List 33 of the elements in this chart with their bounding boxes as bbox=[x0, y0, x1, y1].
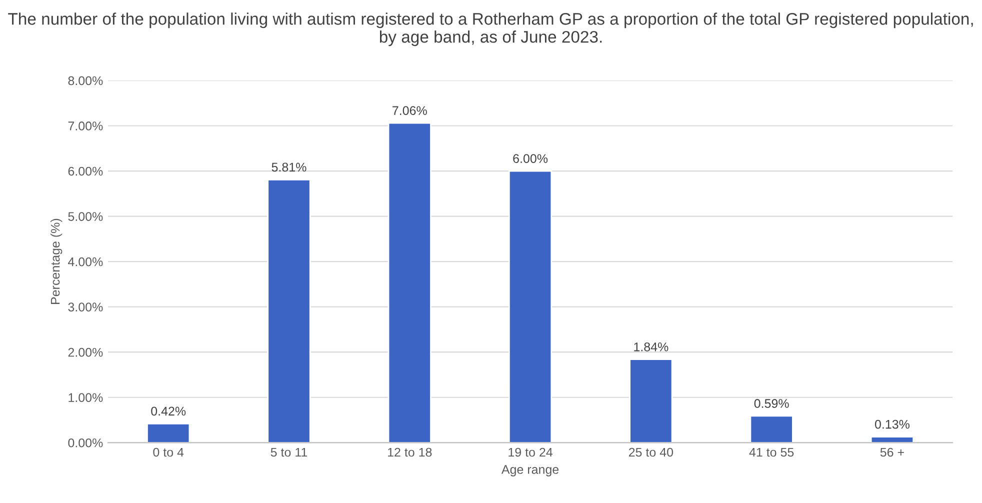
x-axis-title: Age range bbox=[501, 465, 559, 476]
x-tick-label: 19 to 24 bbox=[508, 448, 553, 457]
bar bbox=[146, 422, 190, 443]
data-label: 7.06% bbox=[392, 106, 427, 116]
bar bbox=[629, 358, 673, 443]
y-tick-label: 5.00% bbox=[68, 212, 103, 221]
y-tick-label: 0.00% bbox=[68, 438, 103, 448]
bar bbox=[388, 122, 432, 443]
x-tick-label: 0 to 4 bbox=[153, 448, 184, 457]
y-tick-label: 8.00% bbox=[68, 76, 103, 86]
data-label: 0.13% bbox=[874, 420, 910, 429]
x-tick-label: 41 to 55 bbox=[749, 448, 794, 457]
bar bbox=[508, 170, 552, 443]
y-tick-label: 3.00% bbox=[68, 302, 103, 312]
y-tick-label: 6.00% bbox=[68, 166, 103, 176]
x-tick-label: 56 + bbox=[880, 448, 904, 457]
x-tick-label: 12 to 18 bbox=[388, 448, 432, 457]
data-label: 5.81% bbox=[272, 162, 306, 172]
data-label: 6.00% bbox=[513, 154, 548, 163]
chart-title: The number of the population living with autism registered to a Rotherham GP as a proportion of the total GP registered population, by age band, as of June 2023. bbox=[8, 12, 973, 46]
y-axis-title: Percentage (%) bbox=[50, 218, 62, 304]
data-label: 0.42% bbox=[151, 406, 186, 416]
bar bbox=[267, 178, 311, 443]
data-label: 1.84% bbox=[634, 342, 668, 352]
y-tick-label: 1.00% bbox=[68, 393, 103, 402]
y-tick-label: 7.00% bbox=[68, 122, 103, 130]
x-tick-label: 25 to 40 bbox=[628, 448, 674, 457]
bar bbox=[750, 415, 794, 443]
data-label: 0.59% bbox=[754, 399, 789, 408]
y-tick-label: 2.00% bbox=[68, 348, 103, 357]
x-tick-label: 5 to 11 bbox=[270, 448, 308, 457]
bar bbox=[870, 436, 914, 443]
y-tick-label: 4.00% bbox=[68, 257, 103, 266]
